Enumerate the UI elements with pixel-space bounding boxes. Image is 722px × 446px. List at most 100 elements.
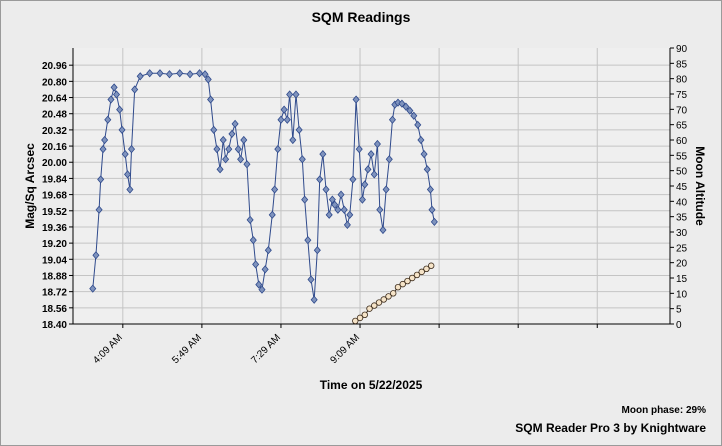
- data-point: [388, 115, 396, 124]
- data-point: [376, 205, 384, 214]
- data-point: [124, 170, 132, 179]
- data-point: [258, 285, 266, 294]
- y-tick-label: 20.80: [42, 77, 67, 88]
- data-point: [385, 155, 393, 164]
- data-point: [379, 225, 387, 235]
- data-point: [423, 165, 431, 174]
- data-point: [399, 280, 406, 288]
- data-point: [240, 135, 248, 145]
- data-point: [402, 102, 410, 111]
- data-point: [398, 99, 406, 108]
- y-tick-label: 19.68: [42, 191, 67, 202]
- y2-tick-label: 5: [676, 305, 682, 316]
- chart-title: SQM Readings: [312, 9, 411, 25]
- data-point: [334, 205, 342, 214]
- y-tick-label: 19.20: [42, 239, 67, 250]
- y-tick-label: 19.36: [42, 223, 67, 234]
- data-point: [237, 155, 245, 164]
- data-point: [325, 210, 333, 219]
- data-point: [112, 90, 121, 99]
- data-point: [127, 144, 136, 154]
- data-point: [89, 284, 97, 293]
- data-point: [428, 205, 436, 214]
- y2-tick-label: 45: [676, 182, 688, 193]
- y2-tick-label: 80: [676, 75, 688, 86]
- data-point: [126, 185, 134, 194]
- data-point: [428, 262, 435, 269]
- data-point: [364, 165, 372, 174]
- data-point: [406, 106, 414, 115]
- data-point: [121, 150, 129, 159]
- data-point: [95, 205, 103, 214]
- data-point: [176, 69, 184, 78]
- credit: SQM Reader Pro 3 by Knightware: [515, 421, 706, 435]
- data-point: [328, 195, 336, 204]
- y2-tick-label: 25: [676, 243, 688, 254]
- data-point: [207, 95, 215, 104]
- data-point: [264, 246, 272, 255]
- data-point: [414, 120, 422, 129]
- data-point: [165, 70, 173, 79]
- data-point: [340, 205, 348, 214]
- data-point: [146, 69, 154, 78]
- data-point: [225, 144, 233, 154]
- data-point: [394, 284, 402, 291]
- y2-tick-label: 90: [676, 44, 688, 55]
- data-point: [213, 144, 221, 154]
- y-tick-label: 20.64: [42, 94, 67, 105]
- data-point: [331, 200, 339, 209]
- data-point: [231, 119, 239, 128]
- data-point: [249, 235, 257, 245]
- data-point: [413, 271, 421, 279]
- data-point: [361, 311, 368, 318]
- data-point: [104, 115, 112, 124]
- data-point: [358, 195, 366, 204]
- data-point: [271, 185, 279, 194]
- y-tick-label: 18.72: [42, 288, 67, 299]
- data-point: [255, 280, 263, 289]
- data-point: [343, 220, 351, 230]
- y2-tick-label: 30: [676, 228, 688, 239]
- data-point: [97, 175, 105, 184]
- data-point: [310, 295, 318, 304]
- y2-tick-label: 35: [676, 213, 688, 224]
- data-point: [228, 129, 236, 139]
- plot-area: [73, 48, 670, 324]
- data-point: [116, 105, 124, 114]
- data-point: [349, 175, 357, 184]
- y-tick-label: 20.96: [42, 61, 67, 72]
- x-axis-label: Time on 5/22/2025: [320, 378, 423, 392]
- y-tick-label: 19.52: [42, 207, 67, 218]
- data-point: [370, 170, 378, 179]
- data-point: [283, 115, 291, 124]
- data-point: [186, 70, 194, 79]
- data-point: [131, 85, 139, 94]
- data-point: [277, 115, 285, 124]
- data-point: [355, 144, 363, 154]
- data-point: [118, 125, 126, 135]
- data-point: [352, 95, 360, 104]
- y2-tick-label: 70: [676, 105, 688, 116]
- data-point: [367, 150, 375, 159]
- data-point: [423, 265, 430, 272]
- data-point: [430, 217, 438, 227]
- data-point: [289, 135, 297, 145]
- data-point: [201, 70, 209, 79]
- data-point: [204, 75, 212, 84]
- data-point: [136, 72, 144, 81]
- data-point: [243, 160, 251, 169]
- data-point: [252, 260, 260, 269]
- y2-tick-label: 85: [676, 59, 688, 70]
- y-tick-label: 20.00: [42, 158, 67, 169]
- y-tick-label: 19.84: [42, 174, 67, 185]
- data-point: [313, 246, 321, 255]
- y-tick-label: 18.88: [42, 271, 67, 282]
- data-point: [352, 317, 359, 325]
- data-point: [371, 302, 378, 309]
- data-point: [337, 190, 345, 199]
- data-point: [156, 69, 164, 78]
- y2-tick-label: 20: [676, 259, 688, 270]
- data-point: [361, 180, 369, 189]
- y2-tick-label: 65: [676, 121, 688, 132]
